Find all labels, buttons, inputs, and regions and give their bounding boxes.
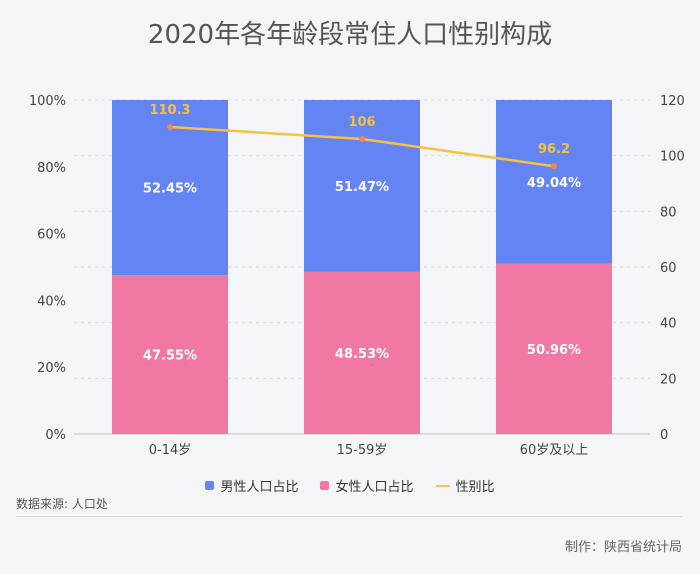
footer-divider — [16, 516, 682, 517]
ratio-point — [551, 163, 557, 170]
bar-female — [304, 271, 420, 434]
ratio-label: 110.3 — [149, 103, 190, 118]
legend-swatch-male — [205, 481, 215, 490]
legend-swatch-female — [320, 481, 330, 490]
right-axis-tick-label: 100 — [660, 150, 685, 165]
legend-label-female: 女性人口占比 — [335, 480, 414, 495]
legend-swatch-ratio — [435, 484, 450, 487]
chart-legend: 男性人口占比 女性人口占比 性别比 — [0, 476, 700, 495]
right-axis-tick-label: 120 — [660, 94, 685, 109]
bar-male — [304, 100, 420, 272]
legend-label-male: 男性人口占比 — [220, 480, 299, 495]
legend-item-male[interactable]: 男性人口占比 — [205, 476, 298, 495]
bar-label-male: 51.47% — [335, 180, 389, 195]
producer-credit: 制作：陕西省统计局 — [564, 540, 682, 555]
ratio-label: 106 — [348, 115, 375, 130]
bar-label-female: 47.55% — [143, 349, 197, 364]
bar-label-female: 50.96% — [527, 343, 581, 358]
x-axis-tick-label: 60岁及以上 — [520, 443, 589, 458]
bar-male — [496, 100, 612, 264]
x-axis-tick-label: 15-59岁 — [337, 443, 388, 458]
ratio-point — [359, 135, 365, 142]
x-axis-tick-label: 0-14岁 — [149, 443, 192, 458]
right-axis-tick-label: 0 — [660, 428, 668, 443]
bar-label-male: 49.04% — [527, 176, 581, 191]
bar-label-male: 52.45% — [143, 182, 197, 197]
left-axis-tick-label: 60% — [37, 228, 66, 243]
right-axis-tick-label: 80 — [660, 205, 677, 220]
right-axis-tick-label: 60 — [660, 261, 677, 276]
bar-female — [112, 275, 228, 434]
chart-title: 2020年各年龄段常住人口性别构成 — [147, 20, 553, 50]
chart-plot: 0 20 40 60 80 100 120 0% 20% 40% 60% 80% 100% 47.55% 5… — [29, 94, 685, 458]
data-source: 数据来源: 人口处 — [16, 497, 108, 511]
ratio-point — [167, 123, 173, 130]
bar-label-female: 48.53% — [335, 347, 389, 362]
legend-label-ratio: 性别比 — [455, 480, 495, 495]
left-axis-tick-label: 80% — [37, 161, 66, 176]
legend-item-ratio[interactable]: 性别比 — [435, 476, 495, 495]
legend-item-female[interactable]: 女性人口占比 — [320, 476, 414, 495]
left-axis-tick-label: 40% — [37, 294, 66, 309]
left-axis-tick-label: 100% — [29, 94, 66, 109]
left-axis-tick-label: 20% — [37, 361, 66, 376]
ratio-label: 96.2 — [538, 142, 570, 157]
bar-female — [496, 263, 612, 434]
left-axis-tick-label: 0% — [45, 428, 66, 443]
right-axis-tick-label: 20 — [660, 372, 677, 387]
right-axis-tick-label: 40 — [660, 317, 677, 332]
